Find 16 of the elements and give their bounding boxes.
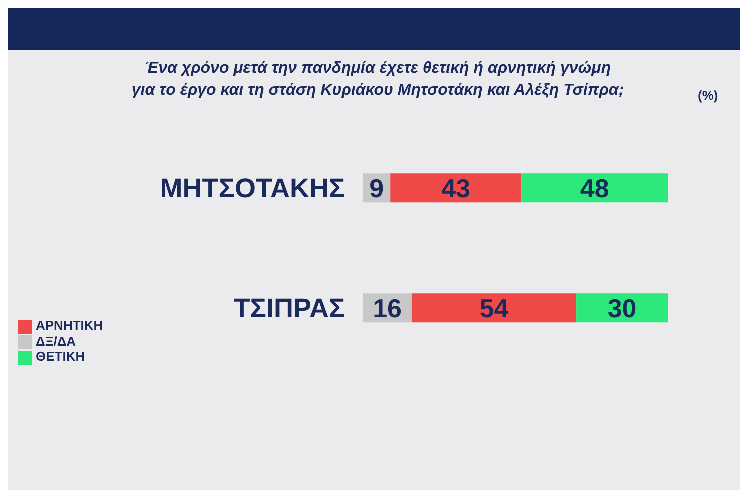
legend-label: ΔΞ/ΔΑ [36,334,76,349]
data-label: 48 [580,173,610,204]
data-label: 43 [442,173,471,204]
data-label: 9 [370,173,384,204]
y-tick-label: ΤΣΙΠΡΑΣ [234,294,346,324]
bar [412,294,577,323]
bar [522,174,668,203]
legend-label: ΑΡΝΗΤΙΚΗ [36,318,104,333]
legend-label: ΘΕΤΙΚΗ [36,349,86,364]
chart-title: Ένα χρόνο μετά την πανδημία έχετε θετική ή αρνητική γνώμη για το έργο και τη στάση Κυριάκου Μητσοτάκη και Αλέξη Τσίπρα; [130,59,626,101]
data-label: 30 [608,293,637,324]
text: (%) [698,88,718,103]
data-label: 54 [480,293,510,324]
data-label: 16 [373,293,402,324]
bar [390,174,522,203]
y-tick-label: ΜΗΤΣΟΤΑΚΗΣ [160,174,346,204]
